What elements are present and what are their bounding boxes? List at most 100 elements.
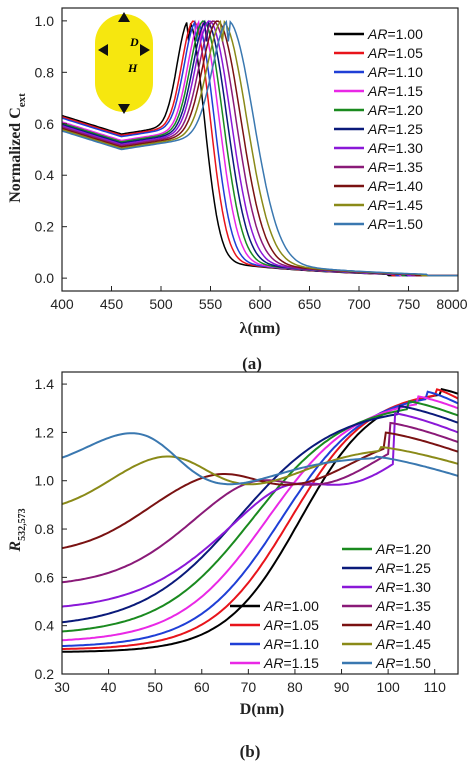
legend-ar: AR	[367, 102, 387, 118]
legend-value: =1.35	[395, 598, 431, 614]
x-tick-label: 450	[100, 296, 124, 312]
arrow-down-icon	[118, 104, 130, 114]
panel-b-ylabel-sub: 532,573	[17, 508, 28, 541]
y-tick-label: 0.8	[35, 521, 55, 537]
legend-ar: AR	[375, 617, 395, 633]
series-line-a-11	[61, 19, 458, 277]
x-tick-label: 110	[424, 679, 447, 695]
panel-b: 30 40 50 60 70 80 90 100 110 0.2 0.4 0.6 0.8 1.0 1.2 1.…	[7, 371, 459, 761]
panel-a-ylabel-sub: ext	[16, 93, 28, 107]
legend-entry: AR=1.40	[367, 178, 423, 194]
x-tick-label: 50	[147, 679, 163, 695]
legend-ar: AR	[375, 636, 395, 652]
y-tick-label: 0.6	[35, 116, 55, 132]
legend-entry: AR=1.00	[367, 26, 423, 42]
x-tick-label: 500	[149, 296, 173, 312]
legend-value: =1.20	[395, 541, 431, 557]
legend-ar: AR	[367, 64, 387, 80]
panel-b-lines	[61, 388, 459, 653]
legend-entry: AR=1.45	[375, 636, 431, 652]
svg-text:R532,573: R532,573	[7, 508, 28, 552]
legend-entry: AR=1.25	[367, 121, 423, 137]
panel-a-ylabel: Normalized Cext	[7, 93, 28, 203]
series-line-b-4	[61, 395, 459, 642]
legend-ar: AR	[367, 83, 387, 99]
legend-ar: AR	[367, 178, 387, 194]
legend-value: =1.20	[387, 102, 423, 118]
legend-value: =1.25	[387, 121, 423, 137]
y-tick-label: 0.8	[35, 64, 55, 80]
x-tick-label: 650	[298, 296, 322, 312]
legend-value: =1.40	[395, 617, 431, 633]
x-tick-label: 100	[376, 679, 400, 695]
legend-value: =1.25	[395, 560, 431, 576]
y-tick-label: 0.6	[35, 569, 55, 585]
legend-value: =1.05	[387, 45, 423, 61]
legend-entry: AR=1.20	[367, 102, 423, 118]
legend-entry: AR=1.30	[375, 579, 431, 595]
series-line-b-8	[61, 421, 459, 584]
y-tick-label: 1.0	[35, 13, 55, 29]
legend-value: =1.10	[283, 636, 319, 652]
legend-entry: AR=1.05	[367, 45, 423, 61]
legend-ar: AR	[367, 45, 387, 61]
panel-a-lines	[61, 19, 458, 277]
series-line-b-5	[61, 400, 459, 633]
legend-value: =1.10	[387, 64, 423, 80]
panel-b-ticks: 30 40 50 60 70 80 90 100 110 0.2 0.4 0.6 0.8 1.0 1.2 1.…	[35, 376, 447, 695]
legend-value: =1.00	[283, 598, 319, 614]
arrow-up-icon	[118, 12, 130, 22]
panel-b-caption: (b)	[240, 742, 261, 761]
panel-b-ylabel-main: R	[7, 541, 24, 553]
legend-entry: AR=1.15	[263, 655, 319, 671]
svg-text:Normalized Cext: Normalized Cext	[7, 93, 28, 203]
panel-b-frame	[61, 371, 459, 675]
legend-value: =1.05	[283, 617, 319, 633]
legend-ar: AR	[375, 655, 395, 671]
inset-h-label: H	[127, 61, 138, 75]
legend-ar: AR	[375, 541, 395, 557]
legend-ar: AR	[375, 579, 395, 595]
panel-b-ylabel: R532,573	[7, 508, 28, 552]
y-tick-label: 0.4	[35, 167, 55, 183]
legend-value: =1.00	[387, 26, 423, 42]
legend-entry: AR=1.35	[367, 159, 423, 175]
x-tick-label: 80	[287, 679, 303, 695]
panel-b-legend: AR=1.00AR=1.05AR=1.10AR=1.15AR=1.20AR=1.…	[230, 541, 431, 671]
legend-ar: AR	[375, 598, 395, 614]
legend-value: =1.35	[387, 159, 423, 175]
y-tick-label: 1.4	[35, 376, 55, 392]
legend-ar: AR	[263, 617, 283, 633]
legend-ar: AR	[367, 159, 387, 175]
x-tick-label: 750	[397, 296, 421, 312]
legend-entry: AR=1.30	[367, 140, 423, 156]
legend-ar: AR	[263, 636, 283, 652]
legend-entry: AR=1.35	[375, 598, 431, 614]
legend-ar: AR	[367, 140, 387, 156]
x-tick-label: 40	[101, 679, 117, 695]
capsule-shape	[95, 14, 153, 112]
legend-entry: AR=1.00	[263, 598, 319, 614]
legend-entry: AR=1.15	[367, 83, 423, 99]
series-line-b-6	[61, 404, 459, 624]
legend-value: =1.15	[387, 83, 423, 99]
series-line-b-10	[61, 446, 459, 506]
legend-ar: AR	[367, 121, 387, 137]
legend-ar: AR	[375, 560, 395, 576]
legend-ar: AR	[263, 598, 283, 614]
x-tick-label: 550	[199, 296, 223, 312]
legend-value: =1.30	[395, 579, 431, 595]
legend-value: =1.15	[283, 655, 319, 671]
x-tick-label: 60	[194, 679, 210, 695]
x-tick-label: 600	[248, 296, 272, 312]
legend-value: =1.50	[387, 216, 423, 232]
legend-entry: AR=1.05	[263, 617, 319, 633]
x-tick-label: 90	[334, 679, 350, 695]
legend-entry: AR=1.10	[367, 64, 423, 80]
series-line-b-7	[61, 412, 459, 608]
legend-entry: AR=1.45	[367, 197, 423, 213]
legend-value: =1.45	[395, 636, 431, 652]
x-tick-label: 70	[241, 679, 257, 695]
inset-capsule: D H	[95, 12, 153, 114]
arrow-right-icon	[140, 44, 150, 56]
